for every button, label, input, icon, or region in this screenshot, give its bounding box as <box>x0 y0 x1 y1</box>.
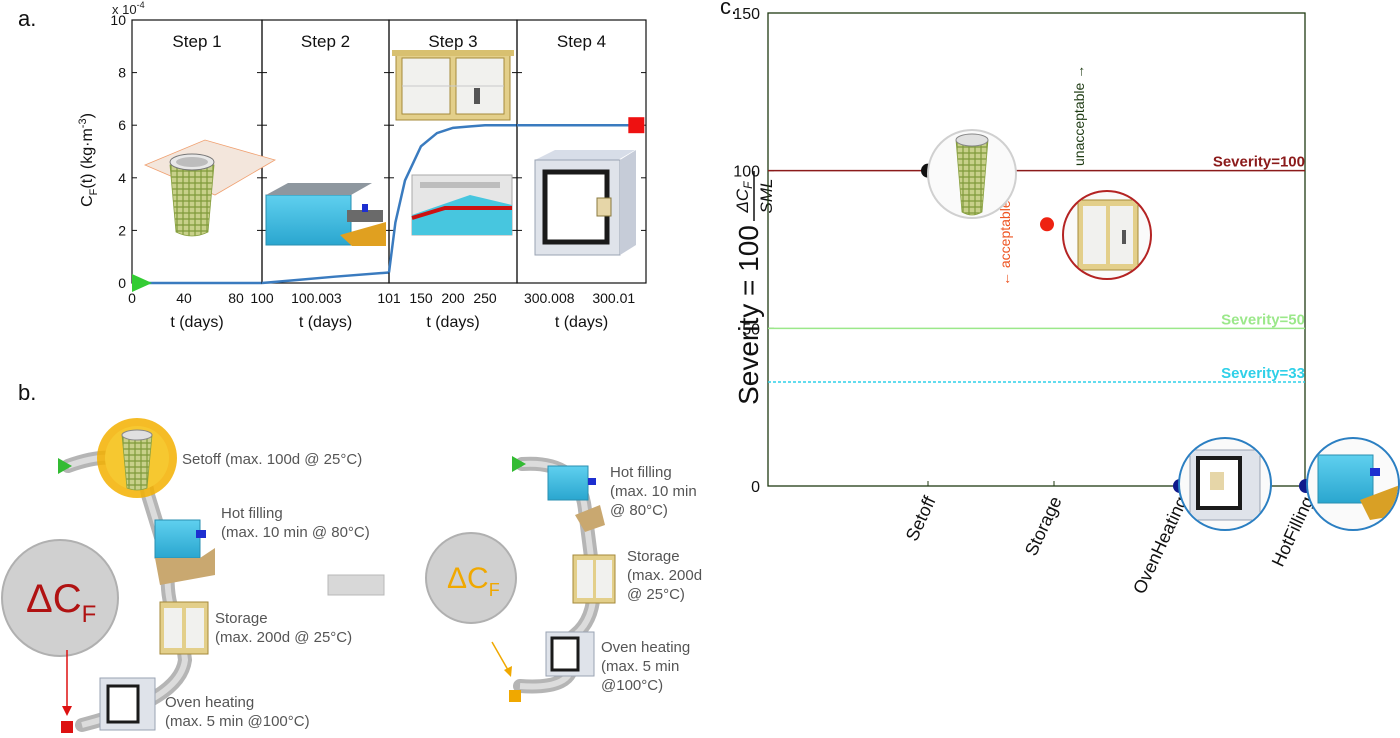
y-tick-label: 50 <box>742 321 760 338</box>
right-step-ovenheating: Oven heating (max. 5 min @100°C) <box>601 639 691 694</box>
subplot-frame <box>516 19 647 284</box>
right-start-marker <box>512 456 526 472</box>
left-cabinet-icon <box>159 601 209 655</box>
concentration-chart: x 10-4 CF(t) (kg·m-3) 0 2 4 6 8 10 Step 1 t (d… <box>77 0 647 331</box>
oven-icon <box>534 150 636 256</box>
right-step-hotfilling: Hot filling (max. 10 min @ 80°C) <box>610 464 697 519</box>
x-axis-label: t (days) <box>170 314 223 331</box>
category-label: Setoff <box>902 492 940 544</box>
filling-machine-icon <box>265 183 386 246</box>
y-scale-label: x 10-4 <box>112 0 145 17</box>
plot-frame <box>767 12 1306 487</box>
right-delta-circle <box>425 532 517 624</box>
right-oven-icon <box>545 631 595 677</box>
concentration-line <box>261 271 390 285</box>
hotfilling-bubble-icon <box>1306 437 1400 531</box>
panel-label-c: c. <box>720 0 738 19</box>
x-tick-label: 300.008 <box>524 290 575 306</box>
left-end-marker <box>61 721 73 733</box>
left-step-setoff: Setoff (max. 100d @ 25°C) <box>182 451 363 468</box>
storage-bubble-icon <box>1062 190 1152 280</box>
subplot-title: Step 3 <box>428 32 477 51</box>
svg-text:unacceptable →: unacceptable → <box>1071 65 1087 166</box>
y-tick-label: 4 <box>118 170 126 186</box>
severity-chart: Severity = 100 ΔCF SML 0 50 100 150 Severity… <box>733 6 1400 597</box>
svg-text:SML: SML <box>757 179 776 214</box>
svg-text:Severity = 100: Severity = 100 <box>733 225 764 405</box>
y-tick-label: 0 <box>118 275 126 291</box>
panel-label-a: a. <box>18 6 37 31</box>
y-tick-label: 100 <box>733 164 760 181</box>
setoff-bubble-icon <box>927 129 1017 219</box>
y-tick-label: 8 <box>118 65 126 81</box>
left-step-ovenheating: Oven heating (max. 5 min @100°C) <box>165 694 310 730</box>
left-hotfilling-icon <box>154 519 215 585</box>
threshold-label: Severity=33 <box>1221 365 1305 382</box>
left-oven-icon <box>99 677 156 731</box>
x-tick-label: 100.003 <box>291 290 342 306</box>
x-tick-label: 100 <box>250 290 274 306</box>
y-tick-label: 10 <box>110 12 126 28</box>
left-step-hotfilling: Hot filling (max. 10 min @ 80°C) <box>221 505 370 541</box>
subplot-title: Step 4 <box>557 32 606 51</box>
x-axis-label: t (days) <box>555 314 608 331</box>
threshold-label: Severity=50 <box>1221 311 1305 328</box>
y-axis-label: CF(t) (kg·m-3) <box>77 113 100 207</box>
unacceptable-annotation: unacceptable → <box>1071 65 1087 166</box>
x-tick-label: 150 <box>409 290 433 306</box>
y-tick-label: 150 <box>733 6 760 23</box>
subplot-title: Step 1 <box>172 32 221 51</box>
y-tick-label: 6 <box>118 117 126 133</box>
data-point <box>1040 217 1054 232</box>
x-tick-label: 40 <box>176 290 192 306</box>
x-tick-label: 250 <box>473 290 497 306</box>
y-tick-label: 0 <box>751 479 760 496</box>
cabinet-icon <box>392 50 514 121</box>
left-delta-label: ΔCF <box>26 577 96 628</box>
category-label: Storage <box>1021 493 1066 559</box>
x-axis-label: t (days) <box>426 314 479 331</box>
x-tick-label: 80 <box>228 290 244 306</box>
left-step-storage: Storage (max. 200d @ 25°C) <box>215 610 353 646</box>
process-diagram: ΔCF ΔCF <box>1 418 616 733</box>
x-axis-label: t (days) <box>299 314 352 331</box>
x-tick-label: 101 <box>377 290 401 306</box>
left-start-marker <box>58 458 72 474</box>
placeholder-box <box>327 574 385 596</box>
y-tick-label: 2 <box>118 222 126 238</box>
right-cabinet-icon <box>572 554 616 604</box>
end-marker <box>628 117 645 134</box>
svg-text:ΔCF: ΔCF <box>733 181 755 214</box>
left-delta-circle <box>1 539 119 657</box>
concentration-line <box>387 123 517 273</box>
subplot-title: Step 2 <box>301 32 350 51</box>
threshold-label: Severity=100 <box>1213 154 1305 171</box>
right-delta-label: ΔCF <box>447 562 500 600</box>
setoff-cup-icon <box>97 418 177 498</box>
svg-text:← acceptable: ← acceptable <box>997 200 1013 286</box>
start-marker <box>132 274 152 292</box>
cup-on-sheet-icon <box>143 139 277 237</box>
x-tick-label: 300.01 <box>592 290 635 306</box>
acceptable-annotation: ← acceptable <box>997 200 1013 286</box>
ovenheating-bubble-icon <box>1178 437 1272 531</box>
category-label: OvenHeating <box>1129 493 1192 597</box>
x-tick-label: 0 <box>128 290 136 306</box>
right-hotfilling-icon <box>547 465 605 532</box>
right-end-marker <box>509 690 521 702</box>
right-step-storage: Storage (max. 200d @ 25°C) <box>627 548 703 603</box>
category-label: HotFilling <box>1268 493 1318 569</box>
severity-axis-label: Severity = 100 ΔCF SML <box>733 171 776 405</box>
x-tick-label: 200 <box>441 290 465 306</box>
conveyor-icon <box>411 174 513 236</box>
panel-label-b: b. <box>18 380 37 405</box>
